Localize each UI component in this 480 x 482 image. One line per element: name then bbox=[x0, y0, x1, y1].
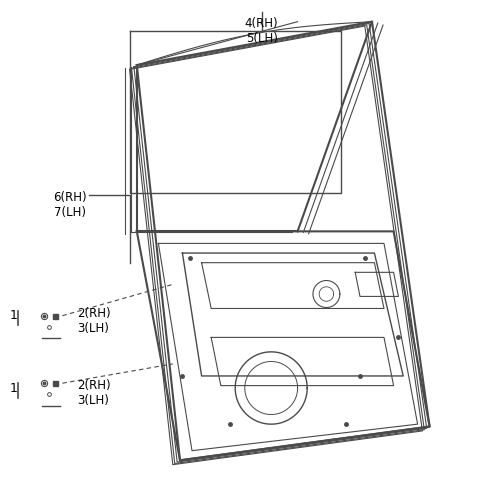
Text: 1: 1 bbox=[10, 382, 17, 394]
Text: 2(RH)
3(LH): 2(RH) 3(LH) bbox=[77, 307, 110, 335]
Text: 6(RH)
7(LH): 6(RH) 7(LH) bbox=[53, 191, 86, 219]
Text: 2(RH)
3(LH): 2(RH) 3(LH) bbox=[77, 379, 110, 407]
Text: 4(RH)
5(LH): 4(RH) 5(LH) bbox=[245, 17, 278, 45]
Text: 1: 1 bbox=[10, 309, 17, 322]
